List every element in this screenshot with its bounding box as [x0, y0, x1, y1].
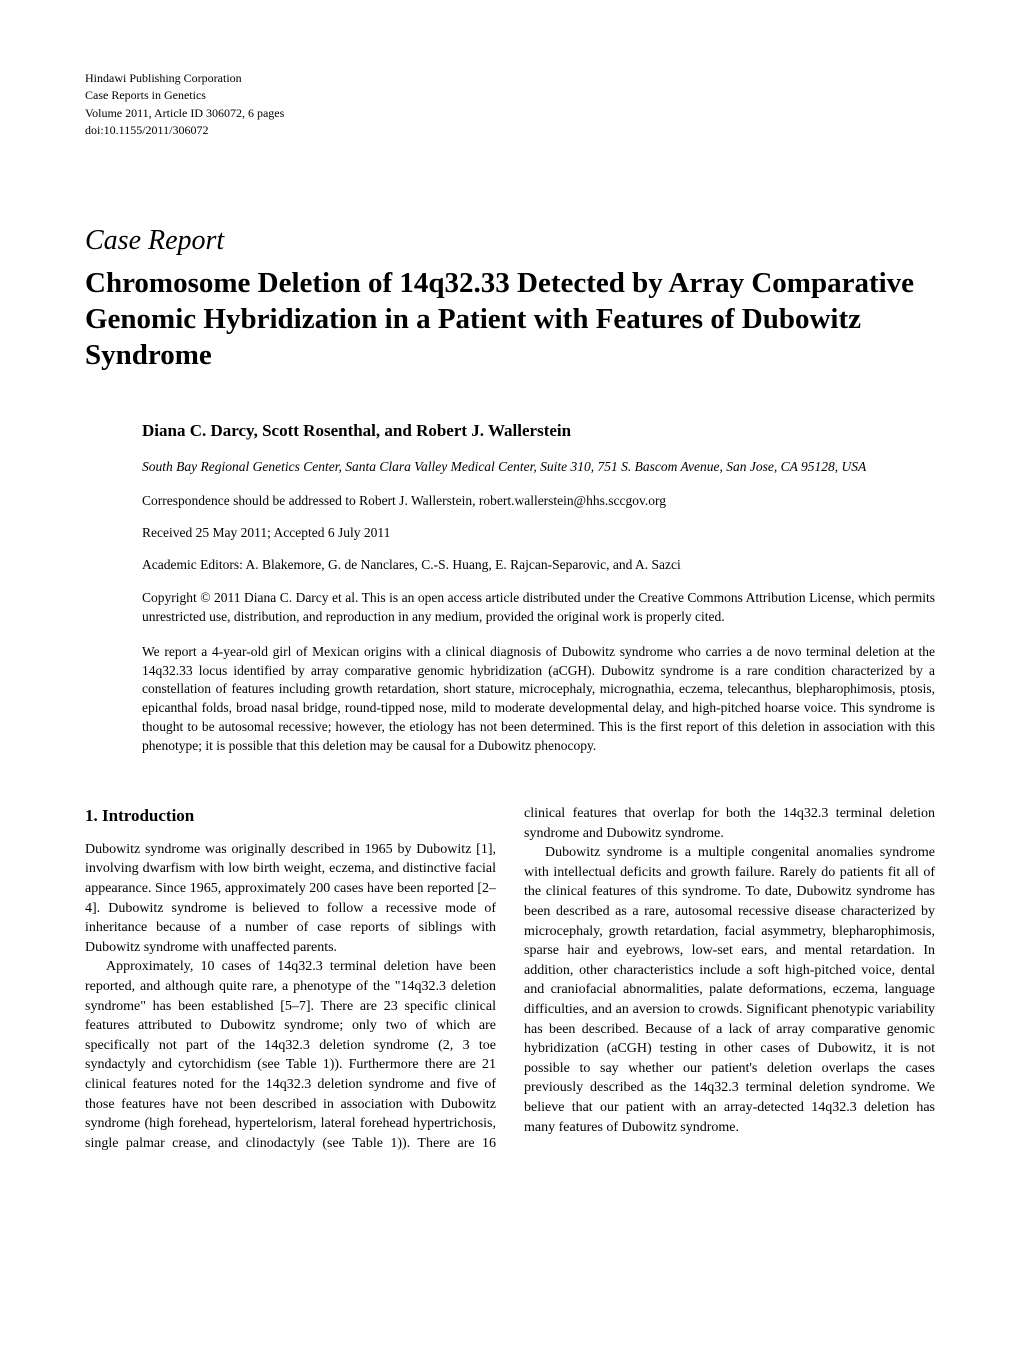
- abstract: We report a 4-year-old girl of Mexican o…: [142, 643, 935, 756]
- doi: doi:10.1155/2011/306072: [85, 122, 935, 139]
- case-report-label: Case Report: [85, 225, 935, 257]
- body-text: 1. Introduction Dubowitz syndrome was or…: [85, 804, 935, 1153]
- publisher-name: Hindawi Publishing Corporation: [85, 70, 935, 87]
- correspondence-prefix: Correspondence should be addressed to Ro…: [142, 493, 479, 508]
- authors: Diana C. Darcy, Scott Rosenthal, and Rob…: [142, 421, 935, 441]
- paper-title: Chromosome Deletion of 14q32.33 Detected…: [85, 265, 935, 374]
- affiliation: South Bay Regional Genetics Center, Sant…: [142, 457, 935, 477]
- academic-editors: Academic Editors: A. Blakemore, G. de Na…: [142, 557, 935, 573]
- volume-info: Volume 2011, Article ID 306072, 6 pages: [85, 105, 935, 122]
- intro-paragraph-1: Dubowitz syndrome was originally describ…: [85, 840, 496, 958]
- publisher-block: Hindawi Publishing Corporation Case Repo…: [85, 70, 935, 140]
- journal-name: Case Reports in Genetics: [85, 87, 935, 104]
- section-heading-introduction: 1. Introduction: [85, 804, 496, 828]
- intro-paragraph-3: Dubowitz syndrome is a multiple congenit…: [524, 843, 935, 1137]
- correspondence-email: robert.wallerstein@hhs.sccgov.org: [479, 493, 666, 508]
- dates: Received 25 May 2011; Accepted 6 July 20…: [142, 525, 935, 541]
- copyright: Copyright © 2011 Diana C. Darcy et al. T…: [142, 589, 935, 627]
- correspondence: Correspondence should be addressed to Ro…: [142, 493, 935, 509]
